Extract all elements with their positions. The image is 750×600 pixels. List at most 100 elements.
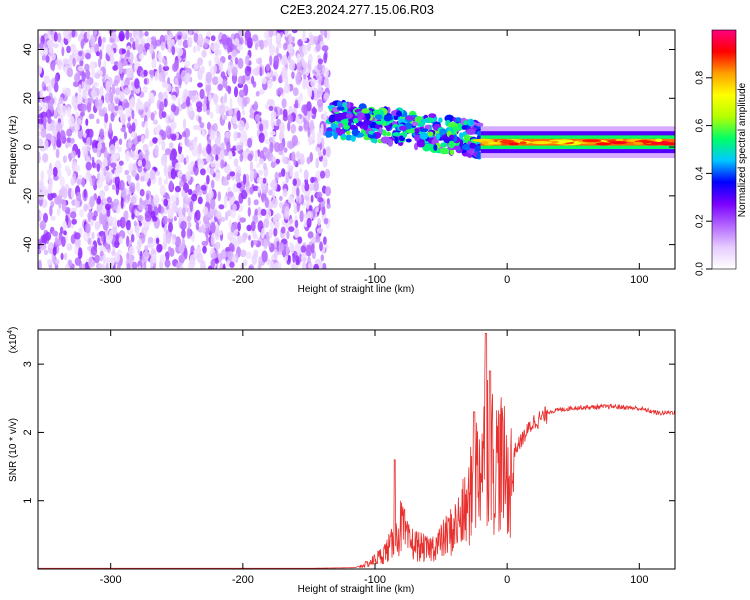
spectrogram-cell <box>125 220 131 231</box>
spectrogram-cell <box>302 61 308 69</box>
spectrogram-cell <box>56 131 61 143</box>
spectrogram-cell <box>289 218 294 224</box>
spectrogram-cell <box>333 132 338 140</box>
spectrogram-cell <box>242 259 248 267</box>
spectrogram-cell <box>231 256 237 262</box>
spectrogram-cell <box>633 141 644 145</box>
spectrogram-cell <box>53 31 58 42</box>
spectrogram-cell <box>197 57 204 66</box>
spectrogram-cell <box>185 96 191 107</box>
spectrogram-cell <box>266 63 270 72</box>
spectrogram-cell <box>102 36 106 43</box>
spectrogram-cell <box>298 92 304 102</box>
spectrogram-cell <box>268 189 273 196</box>
spectrogram-cell <box>74 73 81 83</box>
spectrogram-cell <box>105 92 111 104</box>
spectrogram-cell <box>274 171 279 182</box>
spectrogram-cell <box>126 49 131 58</box>
spectrogram-cell <box>291 135 298 147</box>
spectrogram-cell <box>88 113 95 120</box>
spectrogram-cell <box>113 198 120 207</box>
spectrogram-cell <box>219 61 223 72</box>
spectrogram-cell <box>196 184 202 193</box>
spectrogram-cell <box>191 233 195 243</box>
spectrogram-cell <box>341 111 348 119</box>
spectrogram-cell <box>61 200 67 212</box>
spectrogram-cell <box>160 41 166 51</box>
spectrogram-cell <box>100 214 107 226</box>
spectrogram-cell <box>60 130 66 142</box>
spectrogram-cell <box>244 30 252 42</box>
spectrogram-cell <box>230 224 235 233</box>
spectrogram-cell <box>114 168 120 178</box>
spectrogram-cell <box>197 82 203 88</box>
spectrogram-cell <box>111 83 115 93</box>
spectrogram-cell <box>326 198 330 205</box>
spectrogram-cell <box>275 158 281 164</box>
spectrogram-cell <box>428 113 437 119</box>
spectrogram-cell <box>353 117 359 124</box>
spectrogram-cell <box>93 30 98 36</box>
spectrogram-cell <box>114 252 121 263</box>
spectrogram-cell <box>405 115 416 121</box>
spectrogram-cell <box>70 150 76 159</box>
spectrogram-cell <box>317 197 324 203</box>
spectrogram-cell <box>80 110 85 117</box>
spectrogram-cell <box>296 187 300 197</box>
spectrogram-cell <box>267 79 273 89</box>
spectrogram-cell <box>324 168 331 179</box>
spectrogram-cell <box>69 43 77 54</box>
spectrogram-cell <box>189 200 193 212</box>
spectrogram-cell <box>141 121 145 128</box>
spectrogram-cell <box>206 109 211 116</box>
spectrogram-cell <box>217 83 223 91</box>
spectrogram-cell <box>281 168 286 177</box>
spectrogram-cell <box>192 140 198 149</box>
spectrogram-cell <box>236 44 243 51</box>
spectrogram-cell <box>439 128 447 136</box>
spectrogram-cell <box>89 195 95 208</box>
spectrogram-cell <box>75 124 80 131</box>
spectrogram-cell <box>519 141 527 145</box>
spectrogram-cell <box>89 218 94 227</box>
spectrogram-cell <box>419 131 429 140</box>
spectrogram-cell <box>210 258 216 269</box>
y-tick-label: -40 <box>22 237 34 253</box>
spectrogram-cell <box>114 98 120 105</box>
spectrogram-cell <box>38 104 42 110</box>
spectrogram-cell <box>530 141 553 145</box>
spectrogram-cell <box>161 140 166 151</box>
spectrogram-cell <box>64 207 71 215</box>
spectrogram-cell <box>276 30 283 33</box>
spectrogram-cell <box>109 144 116 155</box>
colorbar-tick-label: 0.4 <box>695 166 706 180</box>
snr-x-ticks: -300 -200 -100 0 100 <box>100 330 648 586</box>
spectrogram-cell <box>463 120 468 126</box>
spectrogram-cell <box>215 154 219 161</box>
spectrogram-cell <box>340 119 349 125</box>
spectrogram-cell <box>214 241 221 250</box>
spectrogram-cell <box>222 180 230 186</box>
spectrogram-cell <box>338 122 344 128</box>
spectrogram-cell <box>141 158 146 168</box>
spectrogram-cell <box>131 144 136 152</box>
spectrogram-cell <box>86 101 92 113</box>
spectrogram-cell <box>130 96 135 107</box>
spectrogram-cell <box>62 155 68 163</box>
colorbar-tick-label: 0.0 <box>695 262 706 276</box>
spectrogram-cell <box>197 196 203 205</box>
spectrogram-cell <box>108 171 113 180</box>
spectrogram-cell <box>302 79 307 90</box>
spectrogram-cell <box>210 198 216 210</box>
spectrogram-cell <box>313 35 318 45</box>
spectrogram-cell <box>85 118 89 126</box>
spectrogram-cell <box>250 169 255 180</box>
spectrogram-cell <box>119 92 125 102</box>
spectrogram-cell <box>74 164 81 173</box>
spectrogram-cell <box>44 231 52 241</box>
spectrogram-cell <box>213 122 218 133</box>
spectrogram-cell <box>310 77 316 88</box>
spectrogram-cell <box>138 265 142 269</box>
spectrogram-cell <box>168 246 172 254</box>
